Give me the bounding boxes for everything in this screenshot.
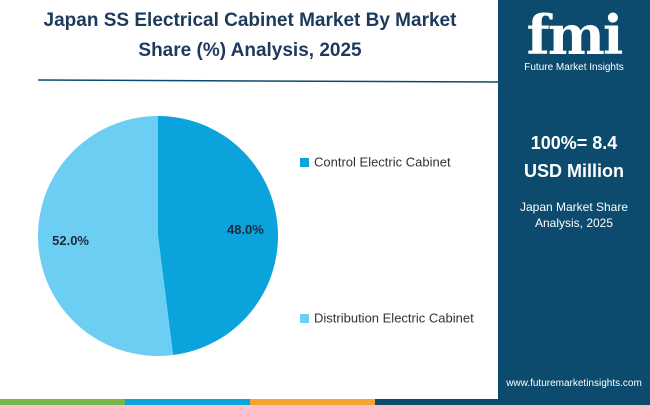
footer-strip	[0, 399, 125, 405]
total-value: 100%= 8.4	[530, 133, 618, 153]
value-label: 48.0%	[227, 222, 264, 237]
pie-slice	[158, 116, 279, 356]
divider	[37, 79, 498, 83]
url: www.futuremarketinsights.com	[506, 378, 642, 389]
total-unit: USD Million	[524, 161, 624, 181]
value-label: 52.0%	[52, 233, 89, 248]
logo: fmi	[526, 3, 624, 67]
brand-name: Future Market Insights	[524, 62, 624, 73]
chart: 48.0% Control Electric Cabinet 52.0% Distri…	[0, 79, 498, 405]
footer-strip	[125, 399, 250, 405]
pie-slice	[38, 116, 174, 356]
legend-swatch	[300, 158, 309, 167]
footer-strip	[250, 399, 375, 405]
footer-strip	[375, 399, 498, 405]
legend-label: Control Electric Cabinet	[314, 154, 451, 169]
side-panel: fmi Future Market Insights 100%= 8.4 USD…	[498, 0, 650, 405]
chart-title: Japan SS Electrical Cabinet Market By Ma…	[43, 10, 457, 61]
caption: Japan Market Share Analysis, 2025	[519, 200, 629, 230]
legend-swatch	[300, 314, 309, 323]
legend-label: Distribution Electric Cabinet	[314, 310, 474, 325]
